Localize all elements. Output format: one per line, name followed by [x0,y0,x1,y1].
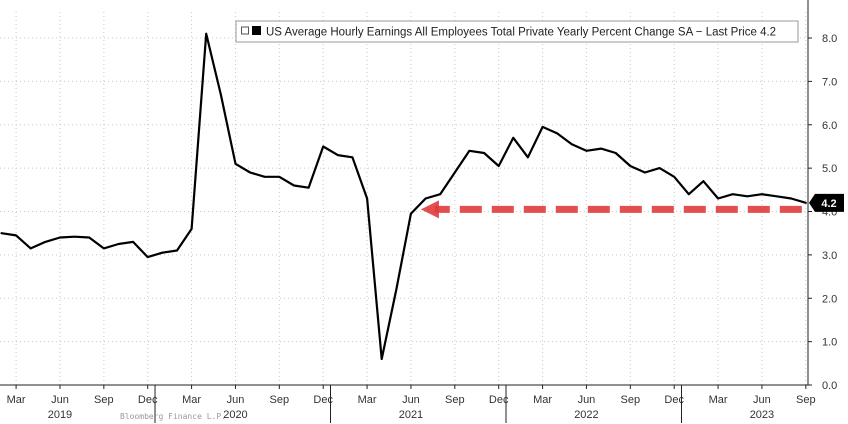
last-price-label: 4.2 [821,198,836,210]
x-year-label: 2021 [399,409,423,421]
x-tick-label: Sep [94,394,114,406]
annotation-layer [420,200,802,219]
legend-swatch [252,26,261,35]
x-tick-label: Dec [664,394,684,406]
y-tick-label: 6.0 [822,120,837,132]
x-tick-label: Sep [445,394,465,406]
x-tick-label: Mar [7,394,26,406]
x-tick-label: Jun [753,394,771,406]
footnote: Bloomberg Finance L.P. [120,412,226,421]
last-price-marker [809,193,844,212]
x-year-label: 2020 [223,409,247,421]
series-line [0,32,807,361]
x-tick-label: Sep [270,394,290,406]
x-tick-label: Sep [621,394,641,406]
x-tick-label: Dec [138,394,158,406]
legend-box [235,20,799,43]
legend-checkbox-icon[interactable] [241,26,249,35]
x-tick-label: Mar [358,394,377,406]
y-tick-label: 0.0 [822,380,837,392]
x-tick-label: Dec [489,394,509,406]
annotation-arrowhead-icon [420,200,439,219]
x-tick-label: Sep [796,394,816,406]
x-tick-label: Mar [182,394,201,406]
y-tick-label: 7.0 [822,76,837,88]
x-tick-label: Jun [578,394,596,406]
x-tick-label: Dec [313,394,333,406]
legend-label: US Average Hourly Earnings All Employees… [266,27,776,39]
x-year-label: 2022 [574,409,598,421]
x-tick-label: Mar [709,394,728,406]
y-tick-label: 1.0 [822,337,837,349]
x-tick-label: Jun [402,394,420,406]
x-tick-label: Jun [227,394,245,406]
x-tick-label: Mar [533,394,552,406]
y-tick-label: 8.0 [822,33,837,45]
y-tick-label: 5.0 [822,163,837,175]
legend: US Average Hourly Earnings All Employees… [235,20,799,43]
y-tick-label: 2.0 [822,293,837,305]
x-year-label: 2023 [750,409,774,421]
x-year-label: 2019 [48,409,72,421]
x-tick-label: Jun [51,394,69,406]
series-layer [0,32,807,361]
y-tick-label: 3.0 [822,250,837,262]
grid [0,12,808,386]
